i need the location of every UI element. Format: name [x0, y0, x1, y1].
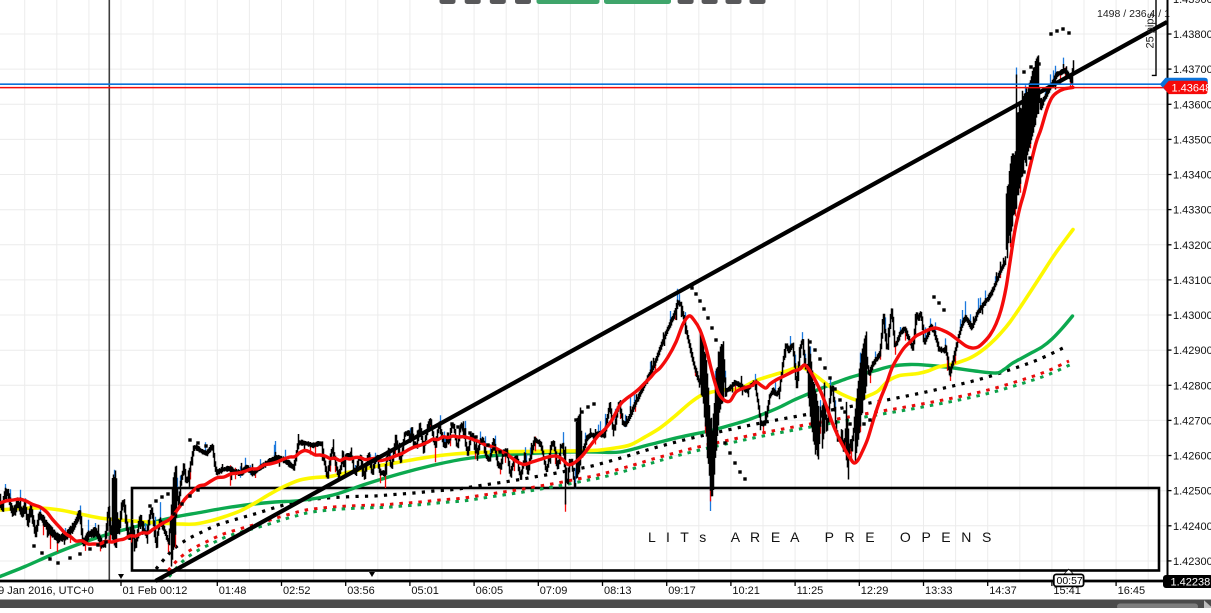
svg-text:1.42600: 1.42600: [1173, 451, 1211, 463]
svg-text:1.43000: 1.43000: [1173, 310, 1211, 322]
svg-text:01:48: 01:48: [219, 585, 247, 597]
svg-text:1.43100: 1.43100: [1173, 275, 1211, 287]
svg-text:29 Jan 2016, UTC+0: 29 Jan 2016, UTC+0: [0, 585, 94, 597]
svg-text:14:37: 14:37: [989, 585, 1017, 597]
svg-text:05:01: 05:01: [411, 585, 439, 597]
svg-text:00:57: 00:57: [1057, 575, 1083, 587]
svg-text:01 Feb 00:12: 01 Feb 00:12: [123, 585, 188, 597]
svg-text:1.42300: 1.42300: [1173, 556, 1211, 568]
svg-text:02:52: 02:52: [283, 585, 311, 597]
svg-text:1.43600: 1.43600: [1173, 99, 1211, 111]
svg-text:1.42238: 1.42238: [1171, 576, 1211, 588]
svg-text:06:05: 06:05: [476, 585, 504, 597]
svg-text:09:17: 09:17: [668, 585, 696, 597]
svg-text:1.43800: 1.43800: [1173, 29, 1211, 41]
svg-text:L I T s A R E A P R E O: L I T s A R E A P R E O P E N S: [648, 529, 995, 545]
svg-text:03:56: 03:56: [347, 585, 375, 597]
svg-text:1.43500: 1.43500: [1173, 134, 1211, 146]
svg-text:12:29: 12:29: [861, 585, 889, 597]
svg-text:07:09: 07:09: [540, 585, 568, 597]
svg-text:1.42400: 1.42400: [1173, 521, 1211, 533]
svg-text:1.43400: 1.43400: [1173, 170, 1211, 182]
svg-text:11:25: 11:25: [797, 585, 824, 597]
svg-text:1.43648: 1.43648: [1172, 82, 1211, 94]
svg-text:1.43900: 1.43900: [1173, 0, 1211, 6]
svg-text:1.42500: 1.42500: [1173, 486, 1211, 498]
svg-text:1.43300: 1.43300: [1173, 205, 1211, 217]
svg-text:1.42700: 1.42700: [1173, 415, 1211, 427]
svg-text:1.42800: 1.42800: [1173, 380, 1211, 392]
svg-text:16:45: 16:45: [1118, 585, 1146, 597]
svg-text:10:21: 10:21: [732, 585, 760, 597]
svg-text:08:13: 08:13: [604, 585, 632, 597]
svg-text:1.43200: 1.43200: [1173, 240, 1211, 252]
svg-text:1498 / 236.4 / 1: 1498 / 236.4 / 1: [1097, 8, 1170, 20]
svg-text:1.43700: 1.43700: [1173, 64, 1211, 76]
svg-text:13:33: 13:33: [925, 585, 953, 597]
svg-text:1.42900: 1.42900: [1173, 345, 1211, 357]
